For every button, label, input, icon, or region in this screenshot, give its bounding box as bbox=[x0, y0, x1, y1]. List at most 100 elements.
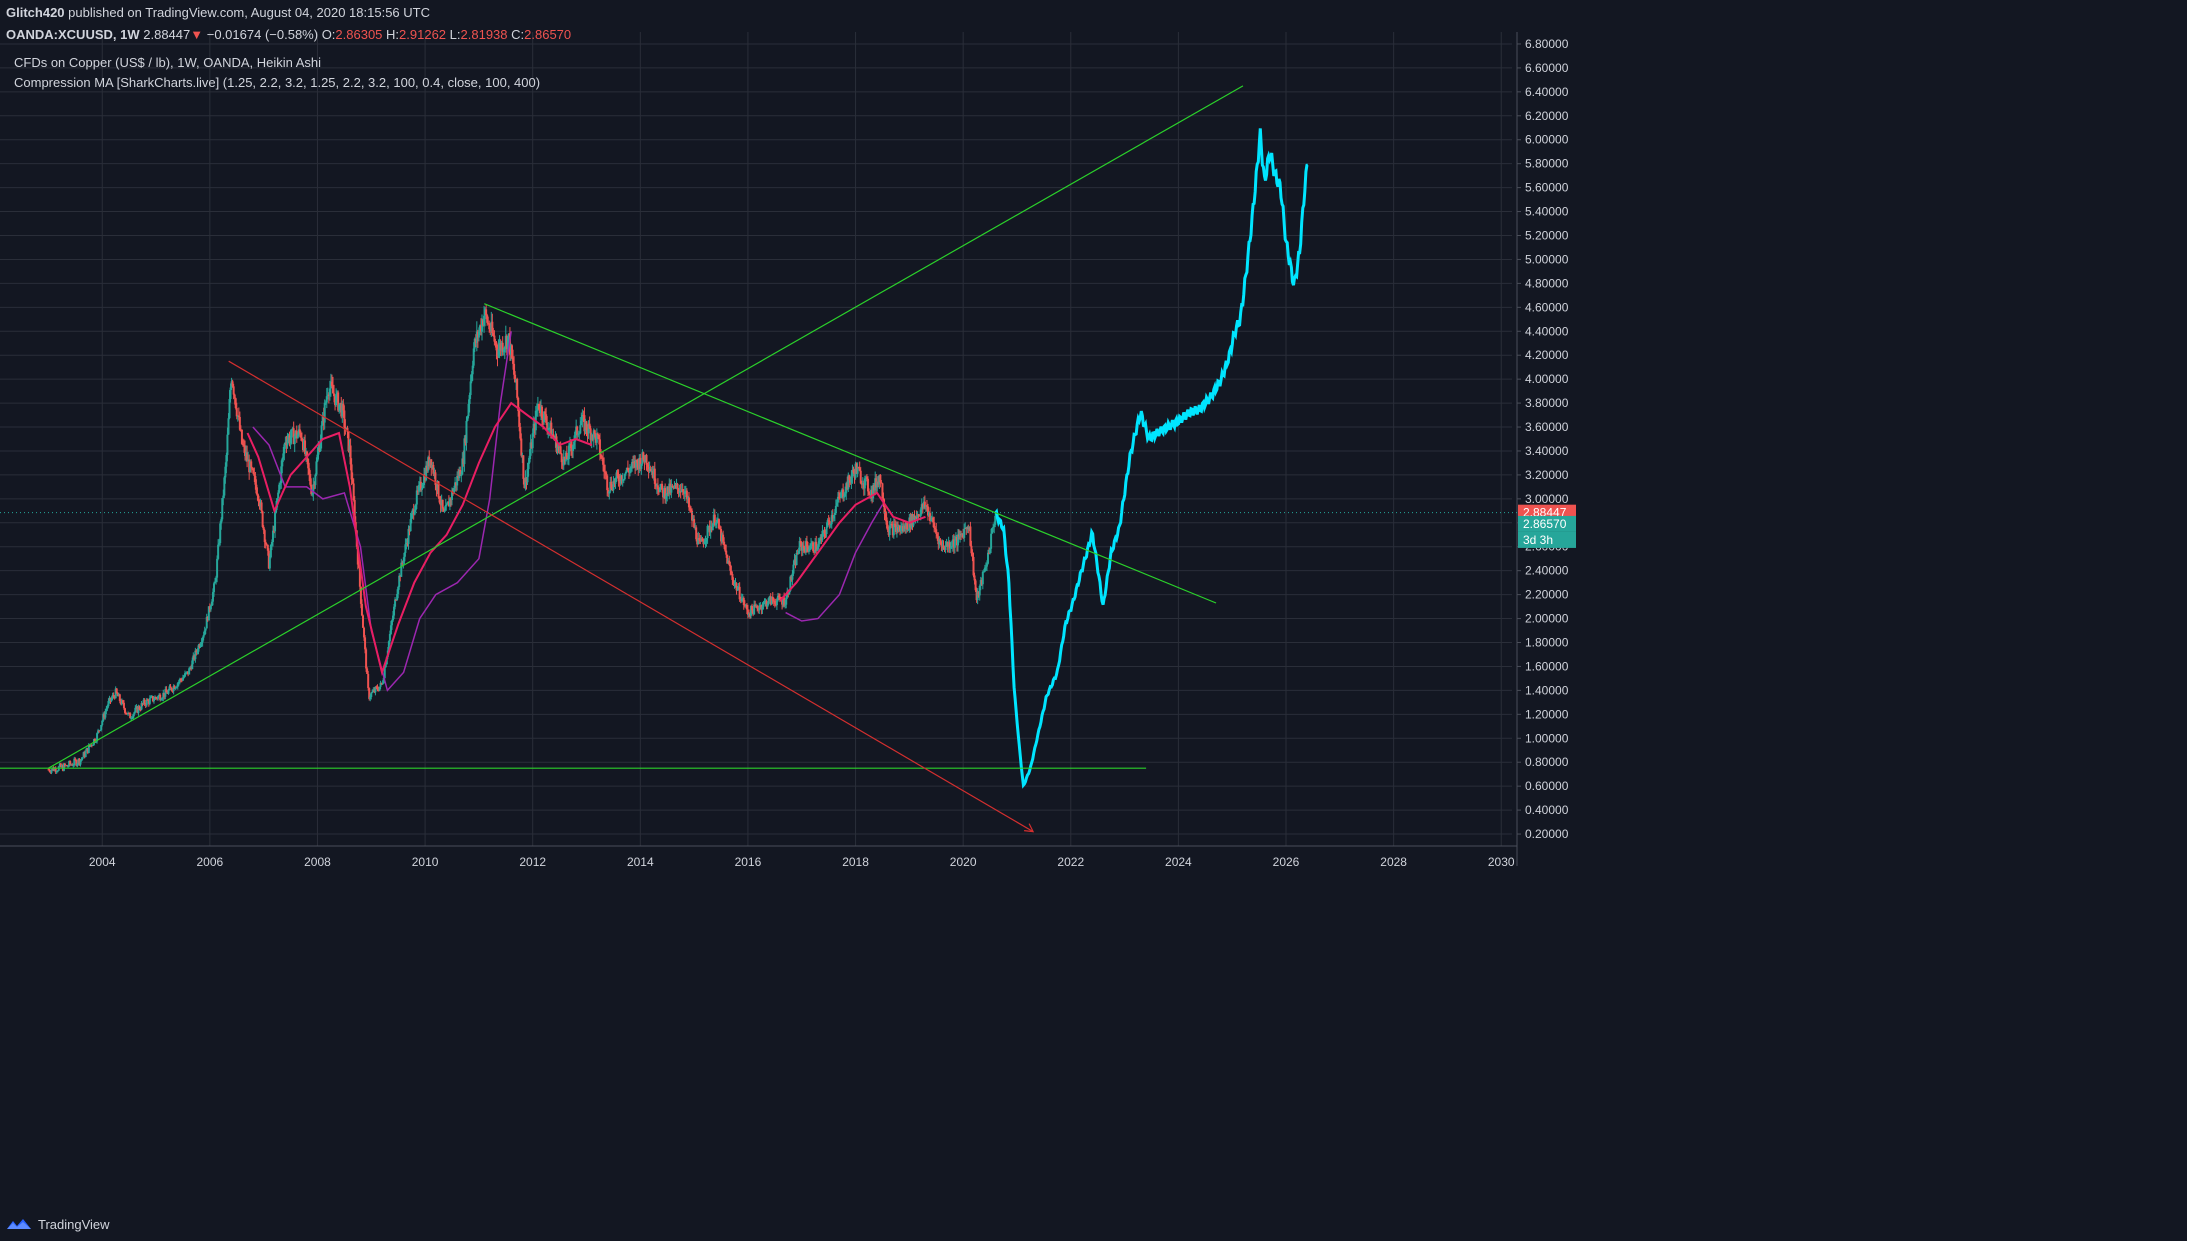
high-value: 2.91262 bbox=[399, 27, 447, 42]
symbol-label[interactable]: OANDA:XCUUSD, 1W bbox=[6, 27, 140, 42]
candle-body bbox=[247, 459, 250, 462]
candle-body bbox=[348, 445, 351, 452]
x-tick-label: 2022 bbox=[1057, 855, 1084, 869]
candle-body bbox=[862, 483, 865, 489]
candle-body bbox=[131, 718, 134, 720]
candle-body bbox=[601, 457, 604, 459]
candle-body bbox=[582, 415, 585, 417]
candle-body bbox=[548, 428, 551, 430]
candle-body bbox=[934, 527, 937, 530]
candle-body bbox=[980, 580, 983, 585]
candle-body bbox=[467, 404, 470, 417]
candle-body bbox=[340, 402, 343, 417]
candle-body bbox=[419, 481, 422, 490]
candle-body bbox=[793, 559, 796, 565]
candle-body bbox=[176, 683, 179, 687]
x-tick-label: 2024 bbox=[1165, 855, 1192, 869]
candle-body bbox=[902, 526, 905, 532]
candle-body bbox=[914, 517, 917, 520]
candle-body bbox=[60, 765, 63, 768]
candle-body bbox=[485, 309, 488, 316]
candle-body bbox=[594, 433, 597, 443]
publisher-name[interactable]: Glitch420 bbox=[6, 5, 65, 20]
candle-body bbox=[491, 321, 494, 334]
y-tick-label: 1.40000 bbox=[1525, 683, 1569, 697]
candle-body bbox=[434, 472, 437, 485]
candle-body bbox=[597, 435, 600, 440]
y-tick-label: 6.00000 bbox=[1525, 133, 1569, 147]
tradingview-logo-icon[interactable] bbox=[6, 1217, 32, 1231]
candle-body bbox=[791, 573, 794, 580]
candle-body bbox=[317, 447, 320, 455]
candle-body bbox=[779, 597, 782, 601]
candle-body bbox=[248, 459, 251, 473]
candle-body bbox=[246, 452, 249, 462]
candle-body bbox=[768, 596, 771, 599]
candle-body bbox=[953, 540, 956, 548]
candle-body bbox=[674, 485, 677, 487]
candle-body bbox=[427, 457, 430, 471]
candle-body bbox=[945, 541, 948, 546]
red-trend-line bbox=[228, 360, 1034, 833]
candle-body bbox=[471, 365, 474, 375]
candle-body bbox=[89, 744, 92, 747]
candle-body bbox=[773, 600, 776, 604]
candle-body bbox=[212, 583, 215, 593]
candle-body bbox=[986, 552, 989, 564]
indicator-legend[interactable]: Compression MA [SharkCharts.live] (1.25,… bbox=[14, 75, 541, 90]
candle-body bbox=[121, 700, 124, 703]
x-tick-label: 2020 bbox=[950, 855, 977, 869]
candle-body bbox=[326, 394, 329, 397]
candle-body bbox=[87, 744, 90, 753]
candle-body bbox=[816, 549, 819, 551]
candle-body bbox=[899, 525, 902, 531]
candle-body bbox=[56, 770, 59, 772]
candle-body bbox=[316, 454, 319, 462]
candle-body bbox=[258, 501, 261, 507]
candle-body bbox=[250, 461, 253, 468]
candle-body bbox=[736, 589, 739, 591]
candle-body bbox=[58, 763, 61, 767]
candle-body bbox=[488, 323, 491, 330]
candle-body bbox=[991, 528, 994, 534]
candle-body bbox=[878, 474, 881, 485]
candle-body bbox=[220, 519, 223, 524]
candle-body bbox=[315, 461, 318, 475]
candle-body bbox=[325, 396, 328, 403]
candle-body bbox=[587, 423, 590, 434]
y-tick-label: 6.80000 bbox=[1525, 37, 1569, 51]
candle-body bbox=[829, 524, 832, 526]
candle-body bbox=[201, 637, 204, 643]
candle-body bbox=[331, 386, 334, 394]
candle-body bbox=[952, 539, 955, 548]
candle-body bbox=[520, 438, 523, 456]
candle-body bbox=[978, 585, 981, 596]
candle-body bbox=[219, 523, 222, 544]
y-tick-label: 5.60000 bbox=[1525, 181, 1569, 195]
candle-body bbox=[320, 425, 323, 441]
candle-body bbox=[206, 616, 209, 621]
candle-body bbox=[454, 482, 457, 488]
candle-body bbox=[809, 548, 812, 550]
candle-body bbox=[916, 514, 919, 518]
candle-body bbox=[880, 482, 883, 484]
candle-body bbox=[964, 527, 967, 530]
candle-body bbox=[303, 440, 306, 451]
candle-body bbox=[127, 712, 130, 715]
candle-body bbox=[660, 483, 663, 488]
candle-body bbox=[67, 766, 70, 768]
candle-body bbox=[873, 485, 876, 491]
candle-body bbox=[413, 510, 416, 515]
candle-body bbox=[700, 538, 703, 541]
candle-body bbox=[412, 509, 415, 515]
candle-body bbox=[626, 467, 629, 471]
candle-body bbox=[839, 497, 842, 499]
candle-body bbox=[290, 429, 293, 438]
y-tick-label: 3.80000 bbox=[1525, 396, 1569, 410]
candle-body bbox=[308, 468, 311, 475]
series-legend[interactable]: CFDs on Copper (US$ / lb), 1W, OANDA, He… bbox=[14, 55, 322, 70]
candle-body bbox=[803, 547, 806, 553]
candle-body bbox=[537, 403, 540, 410]
tradingview-brand[interactable]: TradingView bbox=[38, 1216, 110, 1232]
